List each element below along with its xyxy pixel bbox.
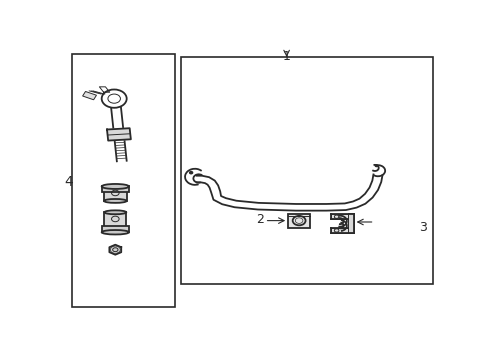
Bar [104, 188, 126, 201]
Bar [330, 214, 348, 219]
Text: 4: 4 [64, 175, 73, 189]
Text: 1: 1 [282, 50, 290, 63]
Text: 2: 2 [256, 213, 264, 226]
Bar [287, 214, 309, 228]
Bar [102, 226, 129, 232]
Ellipse shape [104, 199, 126, 203]
Bar [82, 91, 96, 100]
Bar [104, 212, 126, 229]
Polygon shape [107, 128, 131, 140]
Circle shape [374, 165, 377, 167]
Ellipse shape [104, 210, 126, 214]
Circle shape [189, 172, 192, 174]
Bar [102, 186, 129, 192]
Text: 3: 3 [418, 221, 426, 234]
Ellipse shape [102, 230, 129, 234]
Polygon shape [109, 245, 121, 255]
Bar [330, 228, 348, 233]
Bar [347, 213, 353, 233]
Bar [72, 54, 175, 307]
Ellipse shape [102, 184, 129, 189]
Bar [180, 57, 432, 284]
